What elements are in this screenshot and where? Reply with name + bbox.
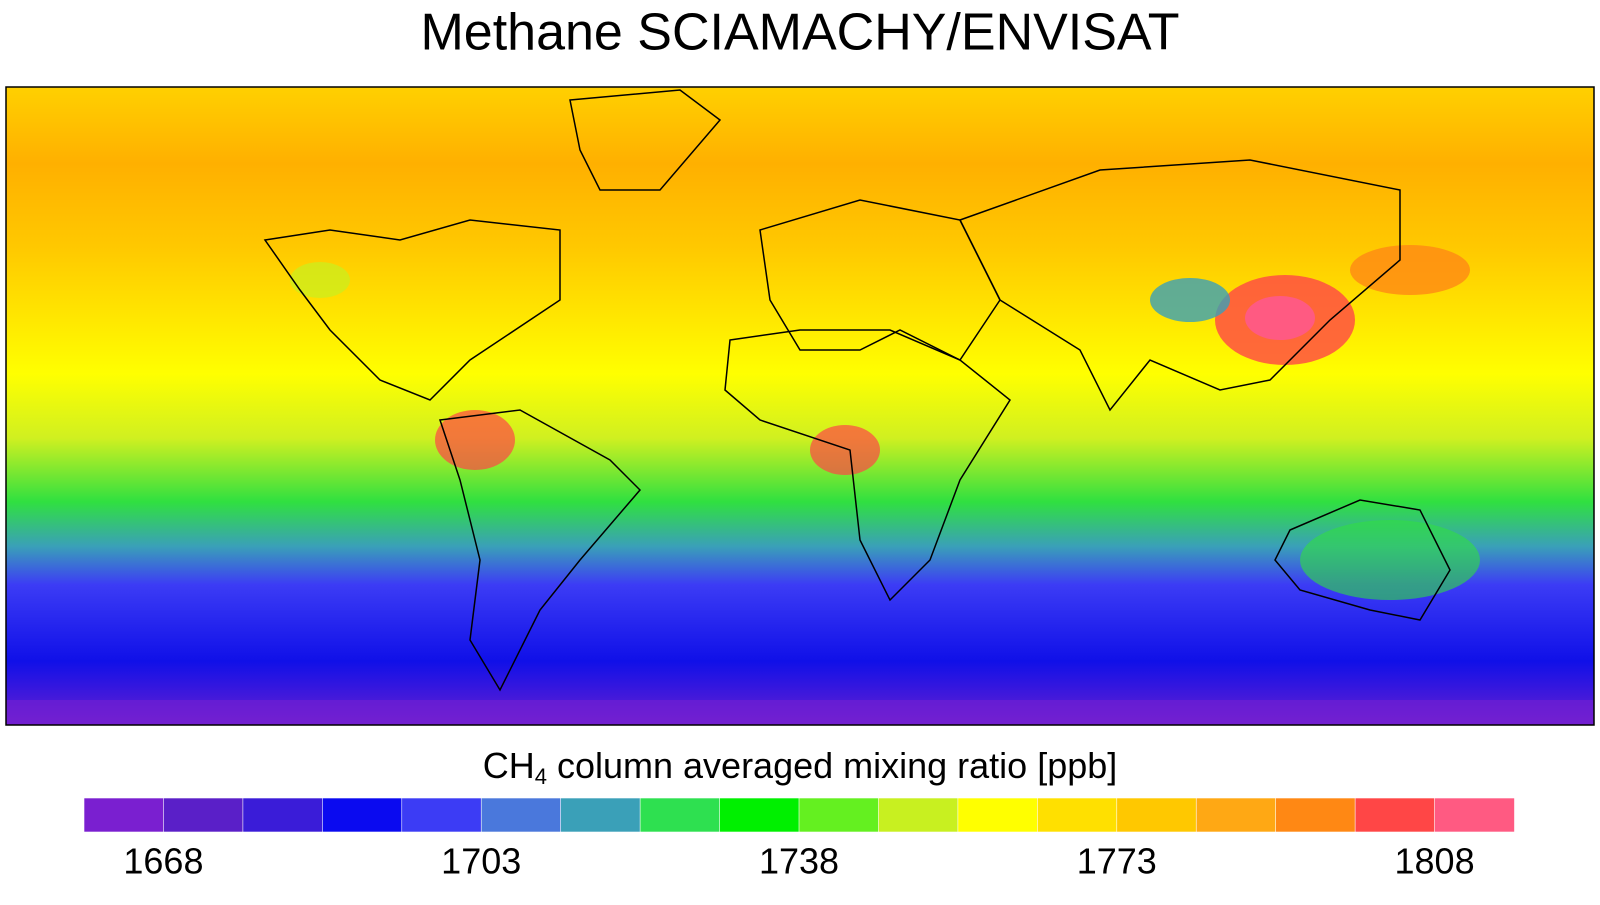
colorbar-bin — [639, 797, 721, 833]
colorbar-bin — [401, 797, 483, 833]
colorbar-bin — [1037, 797, 1118, 833]
colorbar-bin — [560, 797, 641, 833]
colorbar-bin — [798, 797, 880, 833]
colorbar-bin — [878, 797, 959, 833]
colorbar-tick-label: 1773 — [1077, 841, 1157, 882]
colorbar-bin — [957, 797, 1039, 833]
colorbar-bin — [322, 797, 403, 833]
colorbar-tick-label: 1738 — [759, 841, 839, 882]
map-frame — [5, 86, 1595, 726]
label-rest: column averaged mixing ratio [ppb] — [547, 745, 1117, 786]
polar-band — [6, 700, 1594, 725]
label-main: CH — [483, 745, 535, 786]
colorbar-bin — [163, 797, 244, 833]
colorbar-bin — [480, 797, 562, 833]
colorbar-label: CH4 column averaged mixing ratio [ppb] — [483, 745, 1118, 789]
colorbar-bin — [1354, 797, 1436, 833]
colorbar-bin — [719, 797, 800, 833]
hotspot — [1350, 245, 1470, 295]
field-background — [6, 87, 1594, 725]
colorbar-tick-label: 1668 — [123, 841, 203, 882]
colorbar-tick-label: 1703 — [441, 841, 521, 882]
map-title: Methane SCIAMACHY/ENVISAT — [420, 4, 1179, 62]
colorbar-bin — [1275, 797, 1356, 833]
hotspot — [1245, 296, 1315, 340]
colorbar: 1668 1703 1738 1773 1808 — [83, 797, 1515, 882]
colorbar-tick-label: 1808 — [1395, 841, 1475, 882]
hotspot — [435, 410, 515, 470]
coldspot — [1300, 520, 1480, 600]
colorbar-bin — [1434, 797, 1515, 833]
colorbar-bin — [83, 797, 165, 833]
methane-field — [6, 87, 1594, 725]
coldspot — [1150, 278, 1230, 322]
coastlines — [263, 89, 1451, 692]
coldspot — [290, 262, 350, 298]
colorbar-bin — [1195, 797, 1277, 833]
colorbar-bin — [1116, 797, 1198, 833]
label-subscript: 4 — [535, 764, 547, 789]
colorbar-bin — [242, 797, 324, 833]
hotspot — [810, 425, 880, 475]
